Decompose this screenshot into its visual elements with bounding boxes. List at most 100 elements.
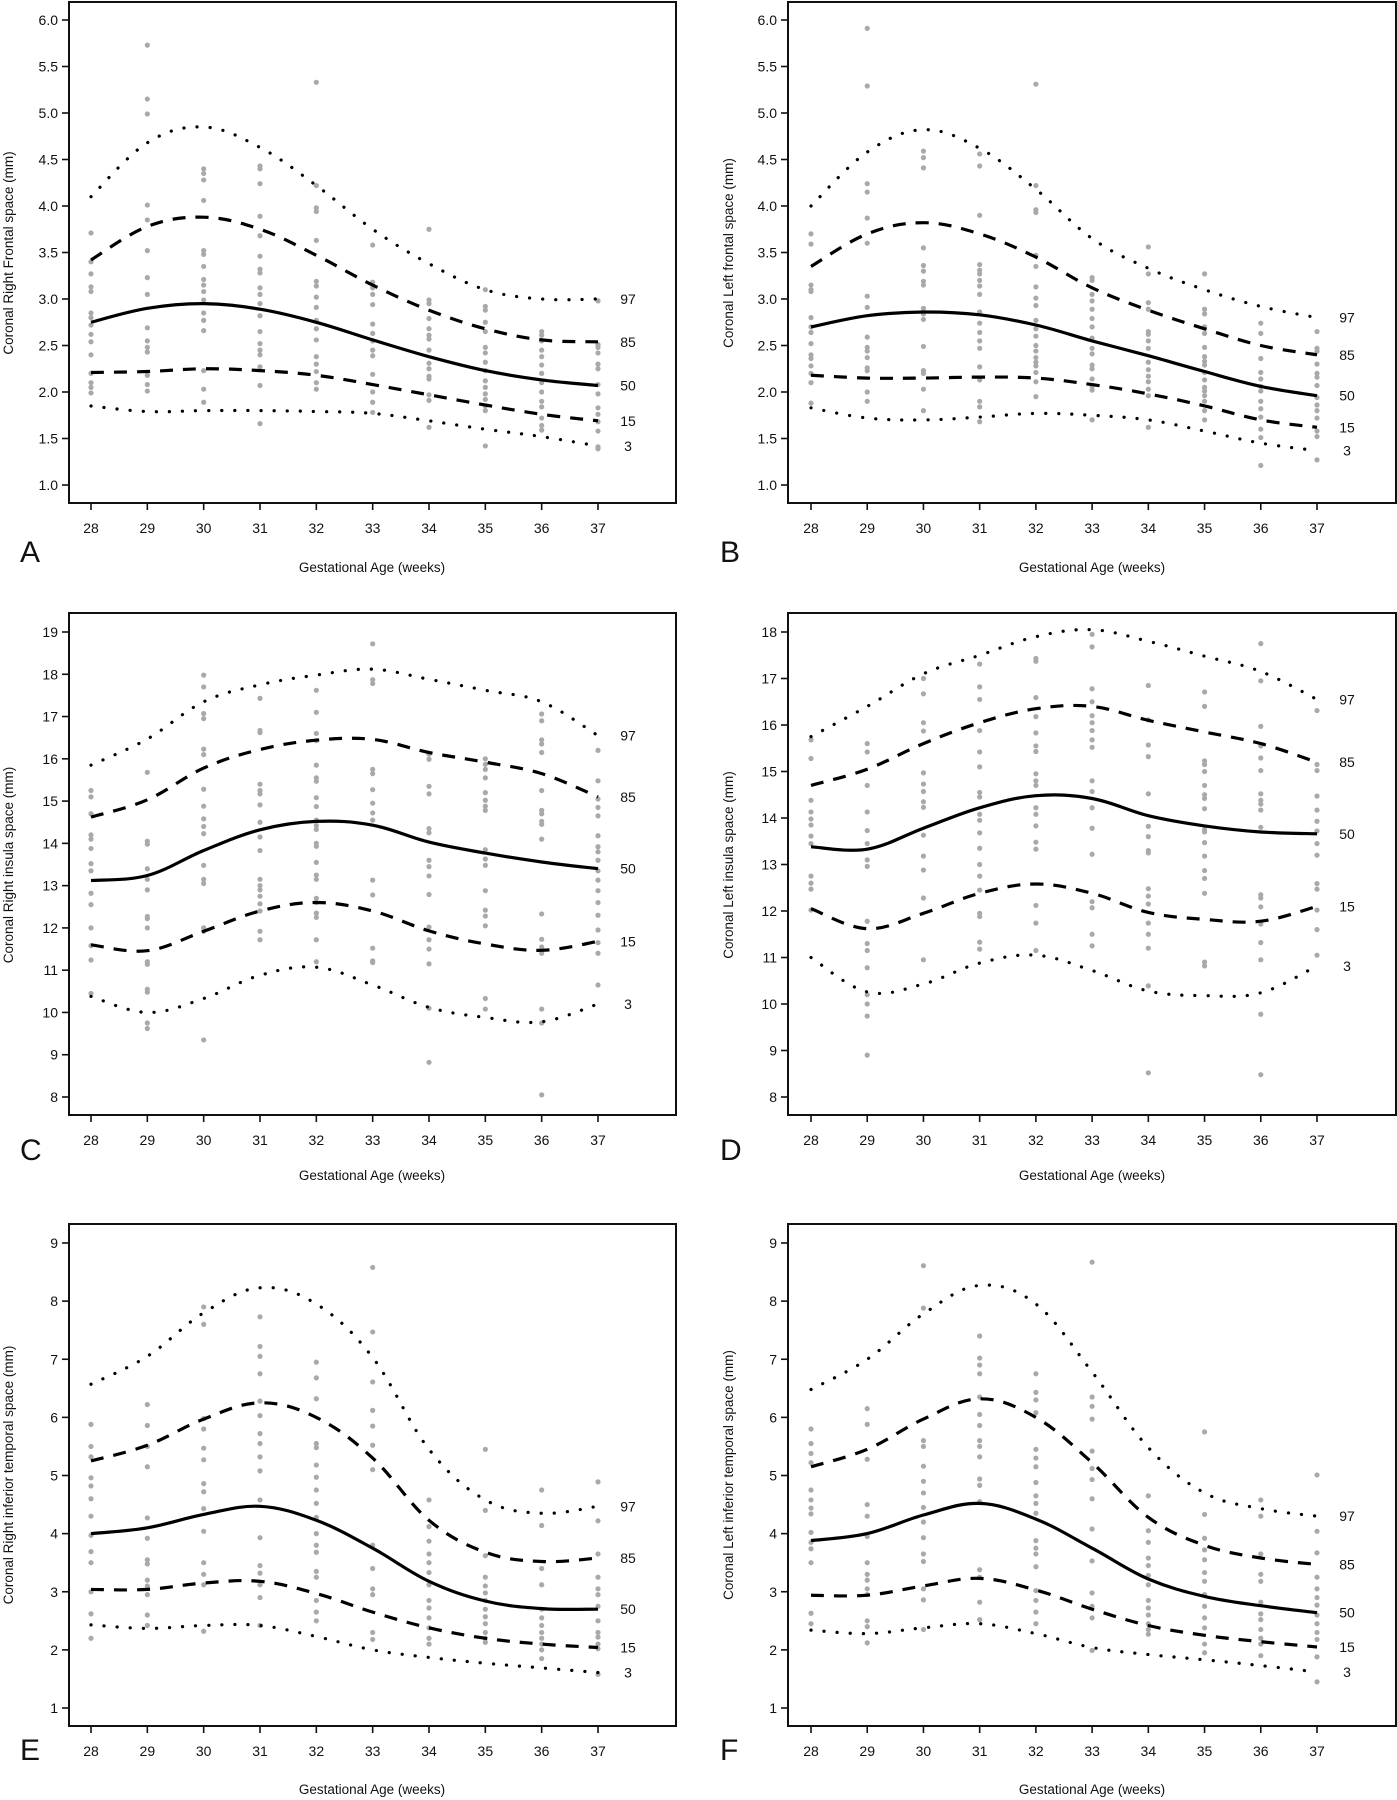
observation-point bbox=[977, 212, 983, 218]
observation-point bbox=[257, 352, 263, 358]
observation-point bbox=[920, 305, 927, 311]
observation-point bbox=[482, 1574, 488, 1580]
observation-point bbox=[88, 890, 94, 896]
y-tick-label: 8 bbox=[769, 1089, 777, 1105]
panel-b-left-frontal-chart: B Gestational Age (weeks) Coronal Left f… bbox=[720, 1, 1397, 575]
y-tick-label: 5 bbox=[50, 1468, 58, 1484]
observation-point bbox=[539, 936, 545, 942]
observation-point bbox=[1033, 81, 1039, 87]
y-tick-label: 16 bbox=[761, 717, 777, 733]
observation-point bbox=[1258, 801, 1264, 807]
observation-point bbox=[808, 355, 814, 362]
observation-point bbox=[1145, 1070, 1151, 1076]
observation-point bbox=[920, 691, 927, 697]
observation-points bbox=[808, 631, 1320, 1078]
observation-point bbox=[201, 1528, 207, 1534]
observation-point bbox=[864, 334, 870, 340]
observation-point bbox=[1033, 1493, 1039, 1499]
observation-point bbox=[144, 1515, 150, 1521]
observation-point bbox=[920, 1519, 927, 1525]
percentile-50-curve bbox=[810, 793, 1318, 852]
observation-point bbox=[1033, 1551, 1039, 1557]
observation-point bbox=[920, 1558, 927, 1565]
observation-point bbox=[1145, 271, 1151, 277]
percentile-50-curve bbox=[810, 1501, 1318, 1615]
observation-point bbox=[1201, 761, 1208, 768]
observation-point bbox=[257, 695, 263, 701]
observation-point bbox=[539, 1565, 545, 1572]
observation-point bbox=[370, 321, 376, 327]
panel-letter: A bbox=[20, 536, 40, 569]
observation-point bbox=[1089, 1416, 1095, 1422]
observation-point bbox=[1145, 386, 1151, 392]
observation-point bbox=[426, 1615, 432, 1621]
x-tick-label: 28 bbox=[803, 520, 819, 536]
observation-point bbox=[920, 799, 927, 805]
observation-point bbox=[1089, 324, 1095, 330]
observation-point bbox=[1314, 434, 1320, 440]
x-tick-label: 30 bbox=[196, 520, 212, 536]
observation-point bbox=[539, 741, 545, 747]
x-tick-label: 29 bbox=[859, 520, 875, 536]
observation-point bbox=[88, 1560, 94, 1566]
observation-point bbox=[313, 937, 319, 943]
y-tick-label: 5.0 bbox=[39, 105, 59, 121]
percentile-50-curve bbox=[810, 310, 1318, 398]
observation-point bbox=[313, 914, 319, 920]
observation-point bbox=[808, 833, 814, 839]
observation-points bbox=[88, 1264, 601, 1677]
observation-point bbox=[977, 845, 983, 851]
observation-point bbox=[257, 802, 263, 808]
observation-point bbox=[1145, 1626, 1151, 1633]
observation-point bbox=[864, 827, 870, 834]
observation-point bbox=[864, 1560, 870, 1566]
x-tick-label: 33 bbox=[365, 1743, 381, 1759]
observation-point bbox=[313, 1375, 319, 1381]
observation-point bbox=[370, 1592, 376, 1598]
observation-point bbox=[1089, 1526, 1095, 1532]
observation-point bbox=[482, 1446, 488, 1452]
observation-point bbox=[539, 749, 545, 756]
observation-point bbox=[1089, 1259, 1095, 1265]
observation-point bbox=[864, 1571, 870, 1577]
observation-point bbox=[864, 741, 870, 747]
observation-point bbox=[1089, 1558, 1095, 1564]
observation-point bbox=[1314, 402, 1320, 408]
observation-point bbox=[977, 320, 983, 326]
observation-point bbox=[977, 1476, 983, 1482]
observation-point bbox=[1258, 1635, 1264, 1641]
x-tick-label: 37 bbox=[1309, 1743, 1325, 1759]
observation-point bbox=[257, 834, 263, 840]
observation-point bbox=[977, 291, 983, 297]
x-tick-label: 34 bbox=[1141, 1743, 1157, 1759]
observation-point bbox=[426, 1560, 432, 1566]
observation-point bbox=[1201, 1615, 1208, 1621]
observation-point bbox=[977, 1599, 983, 1605]
observation-point bbox=[808, 1426, 814, 1432]
observation-point bbox=[257, 1582, 263, 1588]
observation-point bbox=[920, 165, 927, 171]
observation-point bbox=[1258, 797, 1264, 803]
observation-point bbox=[201, 1457, 207, 1463]
observation-point bbox=[539, 1092, 545, 1098]
observation-point bbox=[808, 1440, 814, 1447]
observation-point bbox=[313, 1500, 319, 1506]
y-tick-label: 10 bbox=[761, 996, 777, 1012]
observation-point bbox=[201, 862, 207, 868]
observation-point bbox=[370, 1629, 376, 1636]
observation-point bbox=[1089, 825, 1095, 831]
observation-point bbox=[88, 352, 94, 358]
observation-point bbox=[482, 287, 488, 293]
y-tick-label: 8 bbox=[769, 1293, 777, 1309]
observation-points bbox=[88, 42, 601, 452]
observation-point bbox=[144, 248, 150, 254]
percentile-label: 50 bbox=[620, 377, 636, 393]
observation-point bbox=[1201, 840, 1208, 846]
plot-frame bbox=[68, 1223, 677, 1727]
observation-point bbox=[1033, 1510, 1039, 1516]
observation-point bbox=[201, 399, 207, 405]
observation-point bbox=[201, 684, 207, 690]
observation-point bbox=[1089, 1647, 1095, 1654]
observation-point bbox=[864, 940, 870, 947]
